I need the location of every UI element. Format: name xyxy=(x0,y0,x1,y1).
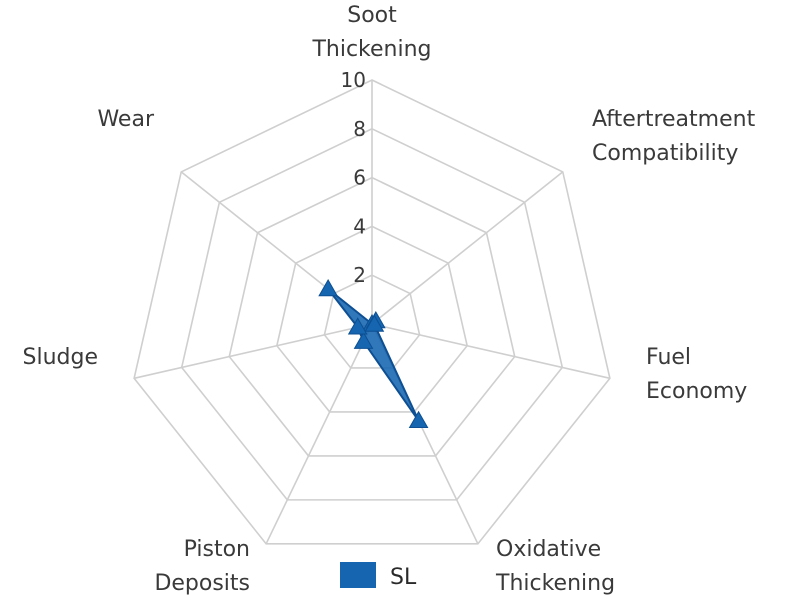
axis-label: Aftertreatment Compatibility xyxy=(592,107,756,166)
axis-label: Wear xyxy=(97,107,154,132)
legend[interactable]: SL xyxy=(340,562,417,590)
series-area xyxy=(327,288,420,422)
grid-ring-2 xyxy=(275,225,469,413)
data-point-marker[interactable] xyxy=(364,314,385,332)
tick-label: 8 xyxy=(353,117,366,141)
tick-label: 6 xyxy=(353,166,366,190)
axis-label: Fuel Economy xyxy=(646,345,747,404)
grid-ring-3 xyxy=(228,176,516,457)
data-point-marker[interactable] xyxy=(318,279,338,297)
axis-label: Piston Deposits xyxy=(154,537,250,596)
data-point-marker[interactable] xyxy=(408,410,429,428)
axis-label: Oxidative Thickening xyxy=(495,537,615,596)
grid-ring-5 xyxy=(133,79,611,545)
grid-spoke-1 xyxy=(371,171,564,325)
radar-grid xyxy=(133,79,611,545)
axis-label: Sludge xyxy=(23,345,99,370)
tick-label: 4 xyxy=(353,214,366,238)
data-point-marker[interactable] xyxy=(353,331,374,349)
grid-ring-4 xyxy=(180,127,564,501)
series-SL xyxy=(318,279,429,428)
grid-spoke-2 xyxy=(371,323,611,380)
grid-spoke-5 xyxy=(133,323,373,380)
tick-label: 2 xyxy=(353,263,366,287)
legend-swatch xyxy=(340,562,376,588)
legend-label: SL xyxy=(390,565,417,590)
grid-spoke-4 xyxy=(265,323,373,545)
axis-label: Soot Thickening xyxy=(311,3,431,62)
grid-ring-1 xyxy=(323,274,421,369)
tick-label: 10 xyxy=(341,68,366,92)
data-point-marker[interactable] xyxy=(347,317,368,335)
